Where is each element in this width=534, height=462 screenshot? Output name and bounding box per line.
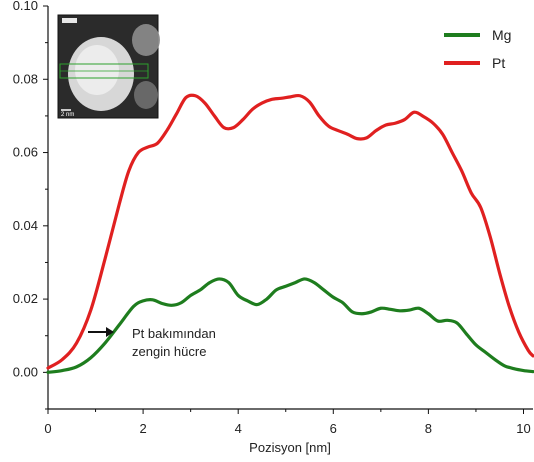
series-layer <box>46 93 534 374</box>
x-tick-label: 10 <box>516 421 530 436</box>
y-tick-label: 0.08 <box>13 71 38 86</box>
x-axis-title: Pozisyon [nm] <box>249 440 331 455</box>
x-tick-label: 6 <box>330 421 337 436</box>
annotation-line-2: zengin hücre <box>132 344 206 359</box>
inset-neighbor-particle <box>132 24 160 56</box>
series-line-pt <box>46 93 534 370</box>
inset-micrograph: 2 nm <box>57 14 160 119</box>
x-tick-label: 2 <box>139 421 146 436</box>
y-tick-label: 0.00 <box>13 364 38 379</box>
legend: Mg Pt <box>444 27 511 71</box>
x-tick-label: 8 <box>425 421 432 436</box>
inset-scale-label: 2 nm <box>61 112 74 118</box>
inset-frame <box>57 14 159 119</box>
y-tick-label: 0.04 <box>13 218 38 233</box>
series-line-mg <box>46 277 534 374</box>
y-tick-label: 0.02 <box>13 291 38 306</box>
y-tick-label: 0.10 <box>13 0 38 13</box>
inset-label-tag <box>62 18 77 23</box>
annotation-line-1: Pt bakımından <box>132 326 216 341</box>
annotation-arrow-head <box>106 327 114 337</box>
y-tick-label: 0.06 <box>13 145 38 160</box>
inset-neighbor-particle <box>134 81 158 109</box>
axes: 0.00 0.02 0.04 0.06 0.08 0.10 0 2 4 6 8 10 <box>13 0 533 436</box>
x-tick-label: 0 <box>44 421 51 436</box>
legend-label-mg: Mg <box>492 27 511 43</box>
annotation: Pt bakımından zengin hücre <box>88 326 216 359</box>
inset-nanoparticle-core <box>75 45 119 95</box>
x-tick-label: 4 <box>235 421 242 436</box>
legend-label-pt: Pt <box>492 55 505 71</box>
